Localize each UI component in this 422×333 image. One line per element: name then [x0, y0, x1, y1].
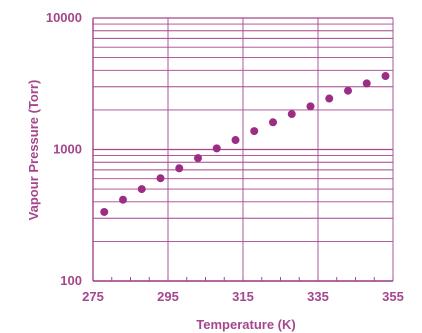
data-point	[231, 136, 240, 145]
x-tick-label: 315	[232, 289, 254, 304]
axes	[92, 18, 394, 282]
y-axis-title: Vapour Pressure (Torr)	[26, 80, 41, 221]
y-tick-label: 100	[60, 273, 82, 288]
data-point	[287, 110, 296, 119]
x-tick-label: 275	[82, 289, 104, 304]
data-point	[362, 79, 371, 88]
data-point	[175, 164, 184, 173]
data-point	[269, 118, 277, 127]
data-point	[381, 72, 390, 81]
tick-labels: 275 295 315 335 355 100 1000 10000	[46, 10, 404, 304]
y-tick-label: 1000	[53, 142, 82, 157]
grid-lines	[92, 17, 394, 282]
x-tick-label: 295	[157, 289, 179, 304]
y-tick-label: 10000	[46, 10, 82, 25]
data-point	[156, 174, 165, 183]
data-point	[212, 144, 221, 153]
data-point	[306, 102, 315, 111]
data-point	[137, 185, 146, 194]
x-tick-label: 335	[307, 289, 329, 304]
x-tick-label: 355	[382, 289, 404, 304]
data-points	[100, 72, 390, 216]
x-axis-title: Temperature (K)	[196, 317, 295, 332]
data-point	[250, 127, 259, 136]
data-point	[194, 154, 202, 163]
data-point	[325, 94, 334, 103]
data-point	[119, 195, 127, 204]
data-point	[100, 207, 109, 216]
data-point	[344, 86, 352, 95]
